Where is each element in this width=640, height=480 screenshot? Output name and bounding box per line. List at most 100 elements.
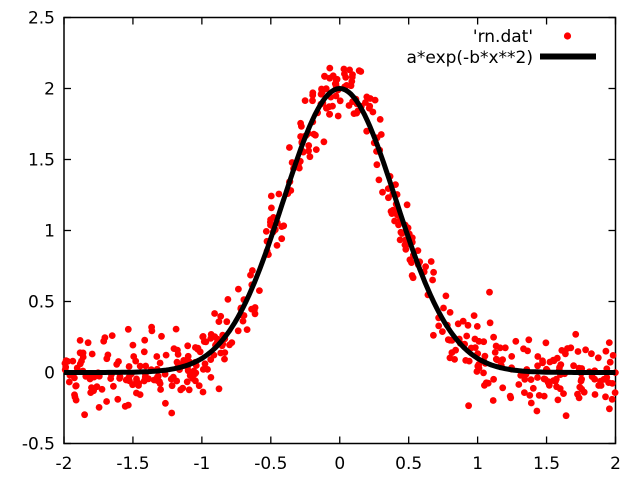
legend: 'rn.dat' a*exp(-b*x**2) [407, 27, 596, 68]
scatter-point [464, 321, 472, 329]
scatter-point [125, 363, 133, 370]
scatter-point [133, 389, 140, 397]
scatter-point [556, 364, 563, 371]
scatter-point [446, 309, 454, 316]
scatter-point [473, 368, 481, 375]
scatter-point [408, 259, 415, 266]
scatter-point [326, 111, 333, 118]
scatter-point [398, 230, 406, 237]
scatter-point [491, 349, 499, 356]
scatter-point [540, 392, 548, 400]
scatter-point [560, 390, 567, 397]
scatter-point [168, 382, 176, 390]
scatter-point [195, 382, 203, 390]
scatter-point [156, 359, 164, 367]
scatter-point [334, 112, 342, 120]
scatter-point [422, 263, 429, 271]
x-tick-label: -0.5 [254, 454, 287, 474]
scatter-point [578, 375, 585, 383]
scatter-point [84, 339, 92, 347]
scatter-point [562, 350, 569, 358]
scatter-point [527, 399, 535, 407]
scatter-point [192, 369, 200, 377]
scatter-point [507, 394, 515, 402]
scatter-point [556, 385, 564, 393]
scatter-point [489, 397, 497, 404]
scatter-point [373, 161, 381, 169]
scatter-point [578, 385, 586, 393]
scatter-point [499, 384, 507, 392]
scatter-point [88, 350, 96, 358]
scatter-point [199, 366, 207, 373]
scatter-point [357, 68, 365, 75]
scatter-point [377, 131, 385, 138]
scatter-point [570, 362, 577, 370]
scatter-point [459, 317, 467, 325]
scatter-point [223, 318, 231, 326]
y-tick-label: 1 [44, 222, 55, 242]
scatter-point [521, 389, 528, 396]
scatter-point [501, 344, 509, 352]
legend-scatter-marker-icon [563, 32, 572, 40]
scatter-point [342, 74, 350, 81]
scatter-point [235, 285, 242, 293]
scatter-point [567, 344, 575, 352]
x-tick-label: 1 [472, 454, 483, 474]
scatter-point [124, 401, 132, 409]
scatter-point [267, 216, 274, 224]
x-tick-label: 0 [334, 454, 345, 474]
scatter-point [124, 325, 132, 333]
scatter-point [496, 344, 504, 352]
scatter-point [309, 89, 317, 97]
scatter-point [363, 127, 371, 135]
scatter-point [162, 399, 169, 407]
scatter-point [321, 73, 329, 80]
scatter-point [591, 375, 598, 383]
scatter-point [207, 374, 215, 381]
scatter-point [369, 108, 377, 116]
scatter-point [215, 385, 223, 393]
scatter-point [73, 364, 81, 372]
scatter-point [129, 341, 137, 349]
scatter-point [600, 375, 608, 383]
scatter-point [202, 338, 210, 346]
scatter-point [217, 312, 225, 320]
scatter-point [574, 348, 582, 355]
scatter-point [462, 357, 470, 364]
scatter-point [62, 363, 70, 371]
scatter-point [325, 103, 333, 111]
scatter-point [141, 336, 149, 344]
scatter-point [602, 393, 609, 401]
scatter-point [320, 138, 328, 146]
scatter-point [224, 296, 232, 303]
scatter-point [554, 396, 562, 404]
scatter-point [492, 355, 500, 363]
scatter-point [72, 382, 80, 390]
scatter-point [562, 412, 570, 420]
scatter-point [273, 242, 281, 249]
scatter-point [429, 276, 436, 284]
scatter-point [142, 362, 150, 370]
scatter-point [430, 268, 437, 276]
scatter-point [234, 327, 242, 335]
scatter-point [473, 323, 481, 330]
scatter-point [174, 346, 181, 354]
scatter-point [379, 188, 386, 196]
scatter-point [157, 386, 165, 393]
scatter-point [167, 375, 175, 383]
scatter-point [69, 357, 77, 365]
x-tick-label: -1.5 [116, 454, 149, 474]
scatter-point [332, 80, 340, 88]
scatter-point [533, 407, 541, 415]
scatter-point [535, 392, 543, 399]
scatter-point [608, 395, 616, 403]
x-tick-label: -2 [56, 454, 73, 474]
scatter-point [298, 122, 305, 130]
scatter-point [527, 376, 535, 383]
scatter-point [448, 349, 456, 356]
scatter-point [309, 97, 316, 105]
scatter-point [403, 201, 411, 209]
scatter-point [524, 347, 531, 355]
scatter-point [101, 334, 109, 341]
scatter-point [301, 97, 309, 104]
